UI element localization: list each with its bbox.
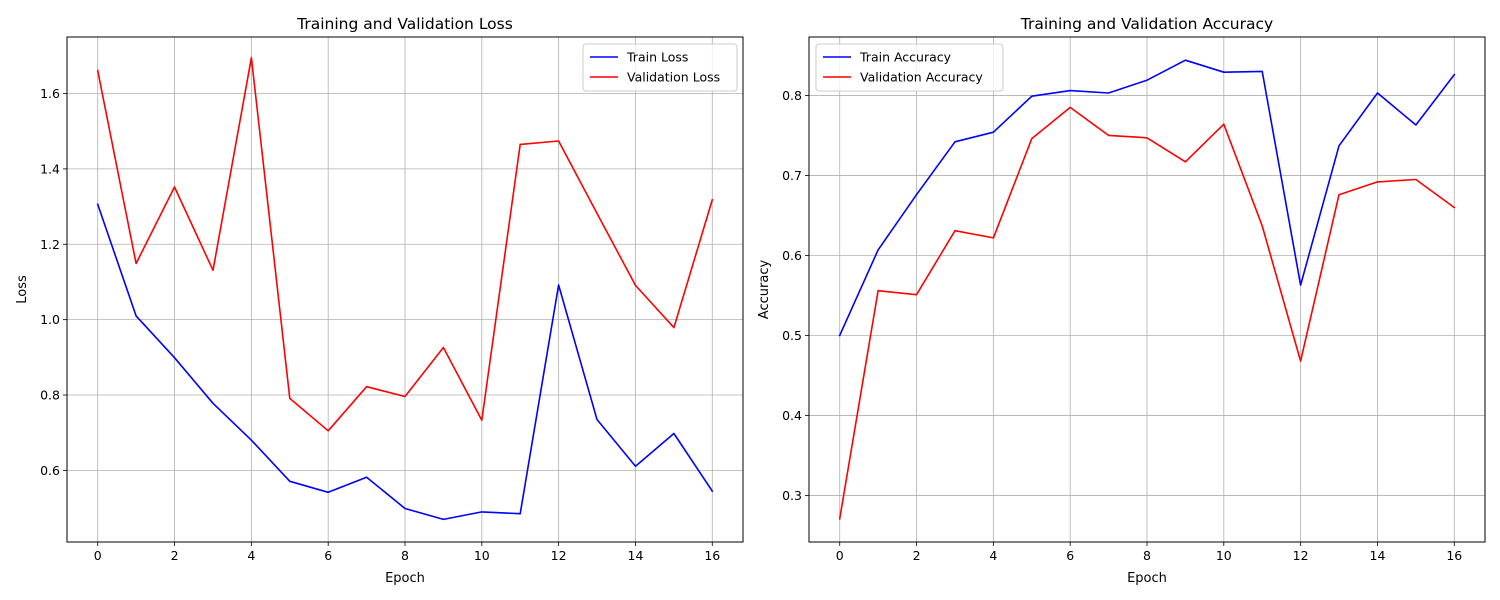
loss-y-axis-label: Loss bbox=[15, 275, 30, 304]
loss-y-tick-label: 1.0 bbox=[40, 312, 60, 327]
accuracy-x-tick-label: 16 bbox=[1446, 548, 1462, 563]
loss-y-tick-label: 0.6 bbox=[40, 463, 60, 478]
validation-accuracy-series-line bbox=[838, 106, 1456, 520]
loss-x-axis-label: Epoch bbox=[385, 571, 425, 586]
validation-loss-series-line bbox=[96, 56, 714, 432]
loss-x-tick-label: 4 bbox=[247, 548, 255, 563]
loss-legend: Train Loss Validation Loss bbox=[582, 43, 738, 92]
accuracy-y-tick-label: 0.6 bbox=[782, 248, 802, 263]
accuracy-chart-title: Training and Validation Accuracy bbox=[1020, 15, 1273, 33]
loss-x-tick-label: 8 bbox=[401, 548, 409, 563]
loss-y-tick-label: 0.8 bbox=[40, 388, 60, 403]
accuracy-legend-label-train: Train Accuracy bbox=[859, 50, 952, 65]
accuracy-x-tick-label: 6 bbox=[1066, 548, 1074, 563]
accuracy-y-tick-label: 0.5 bbox=[782, 328, 802, 343]
accuracy-chart: 0 2 4 6 8 10 12 14 16 0.3 0.4 0.5 0.6 0.7 0.8 Training… bbox=[757, 15, 1486, 586]
loss-chart: 0 2 4 6 8 10 12 14 16 0.6 0.8 1.0 1.2 1.4 1.6 Training… bbox=[15, 15, 744, 586]
accuracy-y-axis-label: Accuracy bbox=[757, 260, 772, 320]
loss-y-tick-label: 1.6 bbox=[40, 86, 60, 101]
accuracy-x-tick-label: 10 bbox=[1216, 548, 1232, 563]
accuracy-y-tick-label: 0.7 bbox=[782, 168, 802, 183]
accuracy-legend: Train Accuracy Validation Accuracy bbox=[815, 43, 1004, 92]
loss-y-tick-label: 1.4 bbox=[40, 161, 60, 176]
accuracy-y-tick-label: 0.4 bbox=[782, 408, 802, 423]
loss-x-tick-label: 12 bbox=[551, 548, 567, 563]
loss-y-tick-label: 1.2 bbox=[40, 237, 60, 252]
accuracy-x-tick-label: 4 bbox=[989, 548, 997, 563]
loss-x-tick-label: 6 bbox=[324, 548, 332, 563]
accuracy-legend-label-validation: Validation Accuracy bbox=[860, 70, 983, 85]
train-accuracy-series-line bbox=[838, 59, 1456, 337]
accuracy-x-tick-label: 2 bbox=[913, 548, 921, 563]
train-loss-series-line bbox=[96, 203, 714, 521]
accuracy-x-tick-label: 8 bbox=[1143, 548, 1151, 563]
accuracy-x-tick-label: 0 bbox=[836, 548, 844, 563]
loss-x-tick-label: 0 bbox=[94, 548, 102, 563]
accuracy-x-tick-label: 14 bbox=[1370, 548, 1386, 563]
accuracy-y-tick-label: 0.8 bbox=[782, 88, 802, 103]
accuracy-legend-box bbox=[815, 43, 1004, 92]
loss-legend-label-validation: Validation Loss bbox=[627, 70, 720, 85]
loss-x-tick-label: 2 bbox=[171, 548, 179, 563]
accuracy-x-tick-label: 12 bbox=[1293, 548, 1309, 563]
loss-chart-title: Training and Validation Loss bbox=[296, 15, 513, 33]
loss-legend-box bbox=[582, 43, 738, 92]
loss-x-tick-label: 10 bbox=[474, 548, 490, 563]
accuracy-x-axis-label: Epoch bbox=[1127, 571, 1167, 586]
accuracy-y-tick-label: 0.3 bbox=[782, 488, 802, 503]
loss-x-tick-label: 14 bbox=[628, 548, 644, 563]
loss-legend-label-train: Train Loss bbox=[626, 50, 688, 65]
loss-x-tick-label: 16 bbox=[704, 548, 720, 563]
